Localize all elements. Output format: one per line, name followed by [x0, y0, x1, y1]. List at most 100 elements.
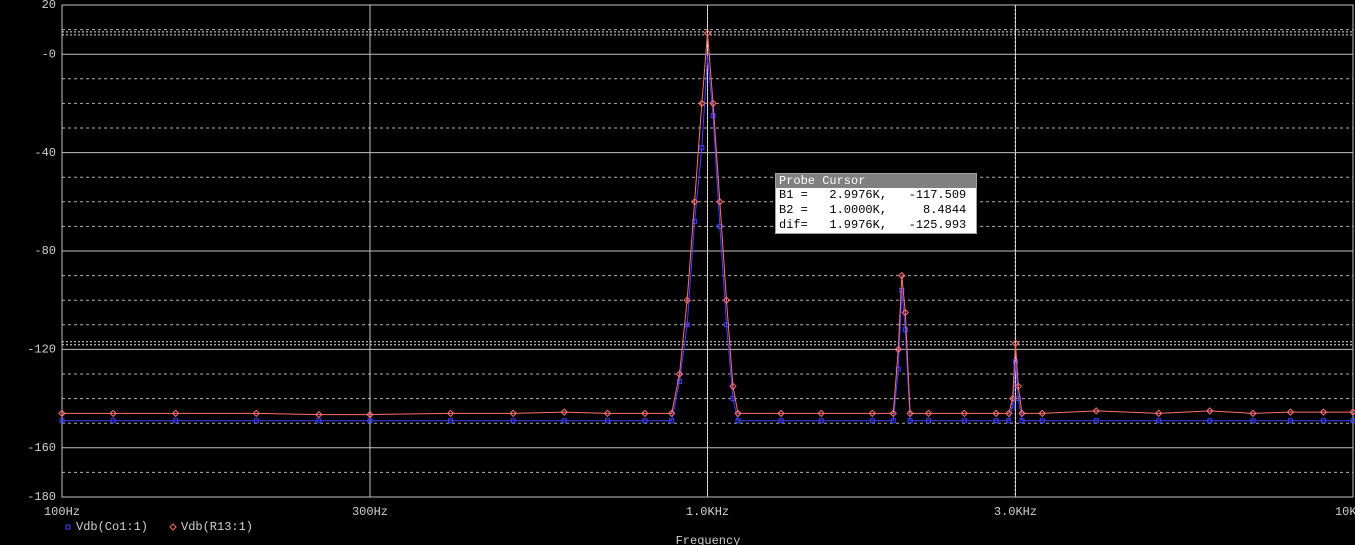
data-point	[729, 382, 737, 391]
data-point	[734, 409, 742, 418]
data-point	[1018, 409, 1026, 418]
data-point	[926, 418, 932, 424]
data-point	[605, 418, 611, 424]
data-point	[818, 418, 824, 424]
data-point	[367, 418, 373, 424]
data-point	[1249, 409, 1257, 418]
data-point	[1156, 418, 1162, 424]
data-point	[709, 99, 717, 108]
data-point	[889, 409, 897, 418]
data-point	[509, 409, 517, 418]
data-point	[1320, 418, 1326, 424]
data-point	[1019, 418, 1025, 424]
y-tick-label: -80	[34, 244, 56, 258]
data-point	[315, 410, 323, 419]
data-point	[110, 418, 116, 424]
data-point	[735, 418, 741, 424]
data-point	[448, 418, 454, 424]
data-point	[778, 418, 784, 424]
y-tick-label: -120	[27, 343, 56, 357]
y-tick-label: 20	[42, 0, 56, 12]
data-point	[603, 409, 612, 418]
data-point	[1093, 418, 1099, 424]
data-point	[109, 409, 117, 418]
data-point	[446, 409, 455, 418]
legend-label: Vdb(Co1:1)	[76, 520, 148, 534]
data-point	[993, 418, 999, 424]
data-point	[316, 418, 322, 424]
x-axis-label: Frequency	[676, 534, 741, 545]
data-point	[366, 410, 374, 419]
data-point	[902, 327, 908, 333]
data-point	[898, 271, 906, 280]
probe-line: B1 = 2.9976K, -117.509	[779, 188, 967, 202]
data-point	[642, 418, 648, 424]
data-point	[58, 409, 66, 418]
data-point	[901, 308, 910, 317]
x-tick-label: 10KHz	[1335, 505, 1355, 519]
y-tick-label: -160	[27, 441, 56, 455]
data-point	[510, 418, 516, 424]
legend-marker	[169, 523, 177, 531]
data-point	[692, 218, 698, 224]
data-point	[560, 408, 569, 416]
data-point	[703, 29, 712, 37]
data-point	[173, 418, 179, 424]
legend-marker	[65, 524, 71, 530]
data-point	[992, 409, 1000, 418]
data-point	[59, 418, 65, 424]
x-tick-label: 3.0KHz	[994, 505, 1037, 519]
data-point	[716, 198, 724, 206]
x-tick-label: 300Hz	[352, 505, 388, 519]
y-tick-label: -0	[42, 47, 56, 61]
data-point	[1319, 408, 1328, 416]
data-point	[1287, 418, 1293, 424]
data-point	[699, 145, 705, 151]
data-point	[907, 418, 913, 424]
legend-label: Vdb(R13:1)	[181, 520, 253, 534]
data-point	[667, 409, 676, 418]
data-point	[960, 409, 969, 418]
data-point	[690, 198, 699, 206]
data-point	[1039, 418, 1045, 424]
data-point	[1250, 418, 1256, 424]
data-point	[641, 409, 649, 418]
data-point	[684, 322, 690, 328]
data-point	[171, 409, 180, 418]
data-point	[1038, 409, 1046, 418]
x-tick-label: 1.0KHz	[686, 505, 729, 519]
probe-title: Probe Cursor	[776, 174, 976, 188]
data-point	[894, 345, 902, 354]
data-point	[252, 409, 261, 418]
data-point	[961, 418, 967, 424]
data-point	[698, 99, 706, 108]
data-point	[561, 418, 567, 424]
data-point	[1014, 382, 1022, 391]
data-point	[899, 287, 905, 293]
data-point	[1349, 408, 1355, 416]
data-point	[675, 370, 684, 378]
data-point	[1008, 394, 1017, 403]
data-point	[890, 418, 896, 424]
data-point	[722, 296, 731, 304]
data-point	[1350, 418, 1355, 424]
data-point	[868, 409, 876, 418]
data-point	[1005, 409, 1013, 418]
data-point	[924, 409, 933, 418]
y-tick-label: -40	[34, 146, 56, 160]
data-point	[1286, 408, 1295, 416]
data-point	[710, 113, 716, 119]
data-point	[777, 409, 785, 418]
probe-line: B2 = 1.0000K, 8.4844	[779, 203, 967, 217]
data-point	[1207, 418, 1213, 424]
probe-line: dif= 1.9976K, -125.993	[779, 218, 967, 232]
data-point	[1154, 409, 1163, 418]
data-point	[1011, 339, 1020, 347]
data-point	[669, 418, 675, 424]
data-point	[906, 409, 914, 418]
series-line	[62, 56, 1353, 422]
data-point	[817, 409, 825, 418]
data-point	[683, 296, 691, 304]
